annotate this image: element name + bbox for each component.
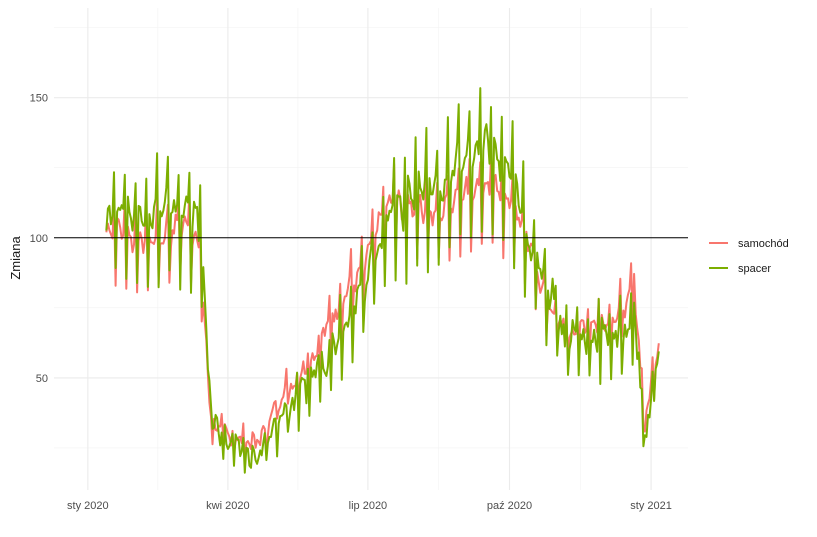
legend-label: spacer <box>738 263 771 275</box>
y-tick-label: 100 <box>30 233 48 245</box>
legend: samochód spacer <box>709 238 789 275</box>
x-axis-ticks: sty 2020 kwi 2020 lip 2020 paź 2020 sty 2021 <box>67 500 672 512</box>
y-tick-label: 150 <box>30 93 48 105</box>
x-tick-label: kwi 2020 <box>206 500 249 512</box>
x-tick-label: sty 2020 <box>67 500 109 512</box>
y-tick-label: 50 <box>36 373 48 385</box>
series-layer <box>105 87 660 474</box>
legend-label: samochód <box>738 238 789 250</box>
x-tick-label: paź 2020 <box>487 500 532 512</box>
x-tick-label: lip 2020 <box>349 500 388 512</box>
y-axis-ticks: 50 100 150 <box>30 93 48 385</box>
y-axis-title: Zmiana <box>8 236 23 280</box>
series-line-spacer <box>105 87 660 474</box>
x-tick-label: sty 2021 <box>630 500 672 512</box>
